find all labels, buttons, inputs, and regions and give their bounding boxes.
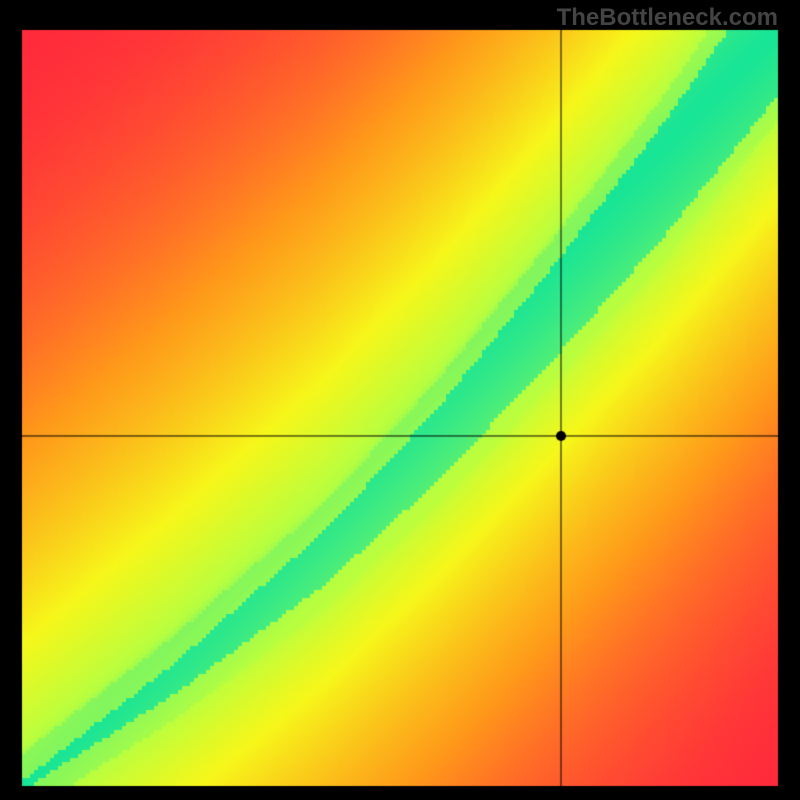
attribution-text: TheBottleneck.com bbox=[557, 4, 778, 32]
bottleneck-heatmap bbox=[0, 0, 800, 800]
